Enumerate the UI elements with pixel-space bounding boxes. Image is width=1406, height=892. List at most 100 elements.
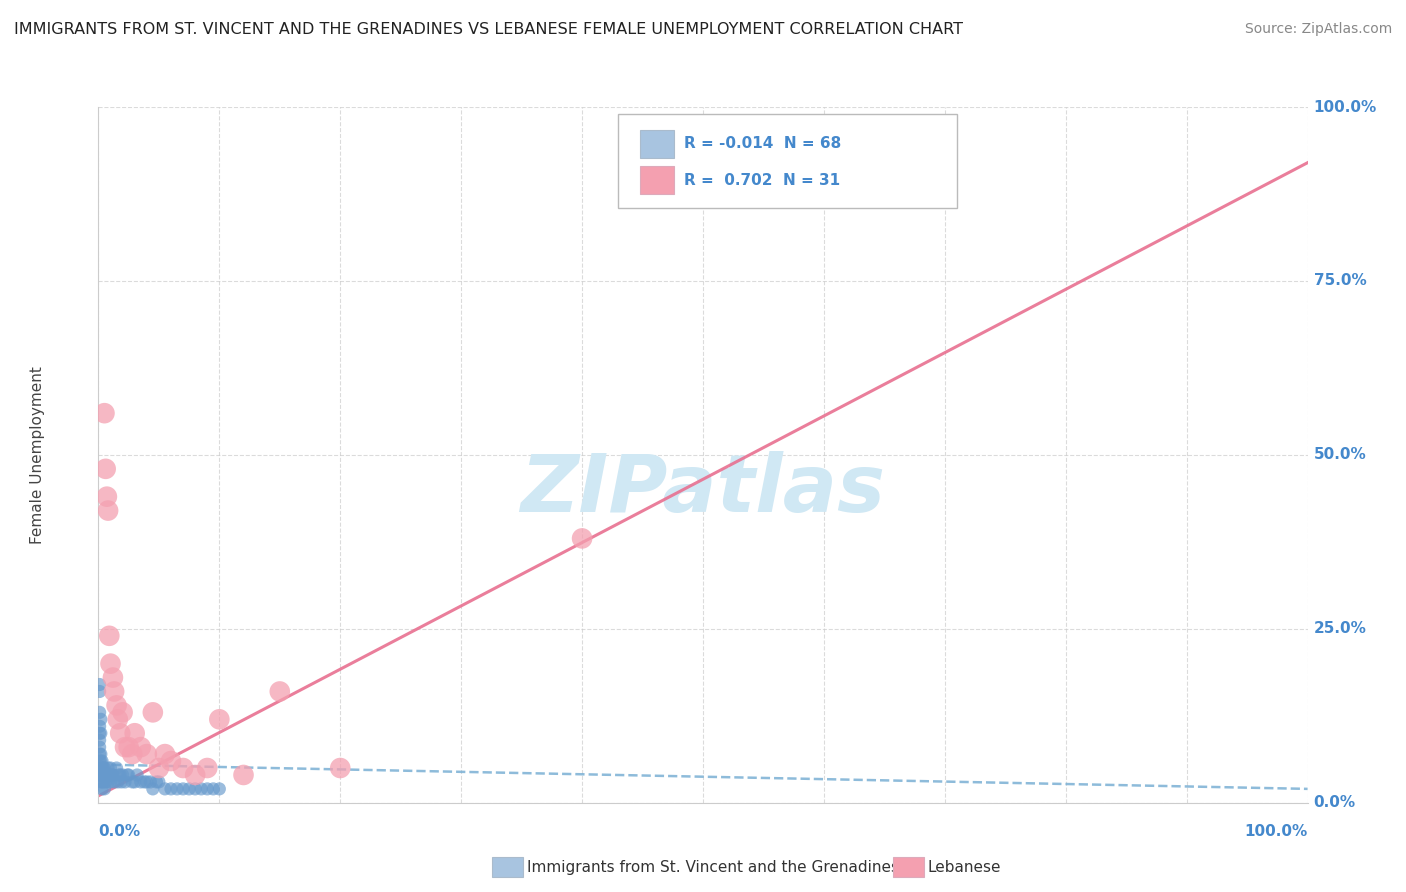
Point [93, 768, 115, 782]
FancyBboxPatch shape [640, 130, 673, 158]
Point [142, 706, 165, 720]
Point [118, 740, 141, 755]
Point [142, 781, 165, 796]
Text: R =  0.702  N = 31: R = 0.702 N = 31 [683, 172, 839, 187]
Point [184, 768, 207, 782]
Point [91, 775, 114, 789]
Text: 0.0%: 0.0% [1313, 796, 1355, 810]
Text: Female Unemployment: Female Unemployment [31, 366, 45, 544]
Point [208, 712, 231, 726]
Point [93, 406, 115, 420]
Point [105, 698, 128, 713]
Point [89, 733, 111, 747]
Point [135, 775, 157, 789]
Point [752, 120, 775, 135]
Point [89, 719, 111, 733]
Point [91, 781, 114, 796]
Text: R = -0.014  N = 68: R = -0.014 N = 68 [683, 136, 841, 152]
Point [139, 775, 162, 789]
Point [89, 677, 111, 691]
Point [100, 768, 122, 782]
Point [90, 712, 112, 726]
Point [100, 657, 122, 671]
Point [91, 761, 114, 775]
Point [89, 706, 111, 720]
Point [129, 740, 152, 755]
Text: 100.0%: 100.0% [1313, 100, 1376, 114]
Point [129, 775, 152, 789]
Point [90, 726, 112, 740]
Point [110, 775, 132, 789]
Point [91, 768, 114, 782]
Point [172, 761, 194, 775]
Point [269, 684, 291, 698]
Point [103, 684, 125, 698]
Point [101, 768, 124, 782]
Point [105, 761, 128, 775]
Text: Immigrants from St. Vincent and the Grenadines: Immigrants from St. Vincent and the Gren… [527, 860, 900, 874]
Point [232, 768, 254, 782]
FancyBboxPatch shape [640, 166, 673, 194]
Point [134, 775, 156, 789]
Point [89, 740, 111, 755]
Point [107, 775, 129, 789]
Point [97, 761, 120, 775]
Point [89, 761, 111, 775]
Point [111, 768, 134, 782]
Point [107, 712, 129, 726]
Point [114, 775, 136, 789]
Point [117, 768, 139, 782]
Point [103, 775, 125, 789]
Point [100, 775, 122, 789]
Text: ZIPatlas: ZIPatlas [520, 450, 886, 529]
Point [90, 768, 112, 782]
Point [89, 754, 111, 768]
Point [114, 740, 136, 755]
Point [89, 768, 111, 782]
Point [145, 775, 167, 789]
FancyBboxPatch shape [619, 114, 957, 208]
Text: 50.0%: 50.0% [1313, 448, 1367, 462]
Point [96, 490, 118, 504]
Text: IMMIGRANTS FROM ST. VINCENT AND THE GRENADINES VS LEBANESE FEMALE UNEMPLOYMENT C: IMMIGRANTS FROM ST. VINCENT AND THE GREN… [14, 22, 963, 37]
Point [172, 781, 194, 796]
Text: Source: ZipAtlas.com: Source: ZipAtlas.com [1244, 22, 1392, 37]
Point [202, 781, 225, 796]
Point [127, 768, 149, 782]
Point [208, 781, 231, 796]
Point [118, 768, 141, 782]
Point [571, 532, 593, 546]
Point [148, 775, 170, 789]
Point [190, 781, 212, 796]
Point [135, 747, 157, 761]
Point [101, 671, 124, 685]
Point [166, 781, 188, 796]
Point [91, 754, 114, 768]
Point [160, 781, 183, 796]
Point [90, 754, 112, 768]
Point [177, 781, 201, 796]
Point [329, 761, 352, 775]
Text: 25.0%: 25.0% [1313, 622, 1367, 636]
Point [96, 768, 118, 782]
Point [160, 754, 183, 768]
Point [97, 775, 120, 789]
Point [90, 775, 112, 789]
Point [98, 629, 121, 643]
Point [93, 761, 115, 775]
Point [124, 775, 146, 789]
Text: 100.0%: 100.0% [1244, 823, 1308, 838]
Point [108, 768, 131, 782]
Point [89, 726, 111, 740]
Point [91, 775, 114, 789]
Point [91, 768, 114, 782]
Point [148, 761, 170, 775]
Point [93, 781, 115, 796]
Text: 75.0%: 75.0% [1313, 274, 1367, 288]
Point [195, 761, 218, 775]
Point [121, 775, 143, 789]
Point [90, 747, 112, 761]
Point [124, 726, 146, 740]
Point [94, 775, 117, 789]
Point [91, 761, 114, 775]
